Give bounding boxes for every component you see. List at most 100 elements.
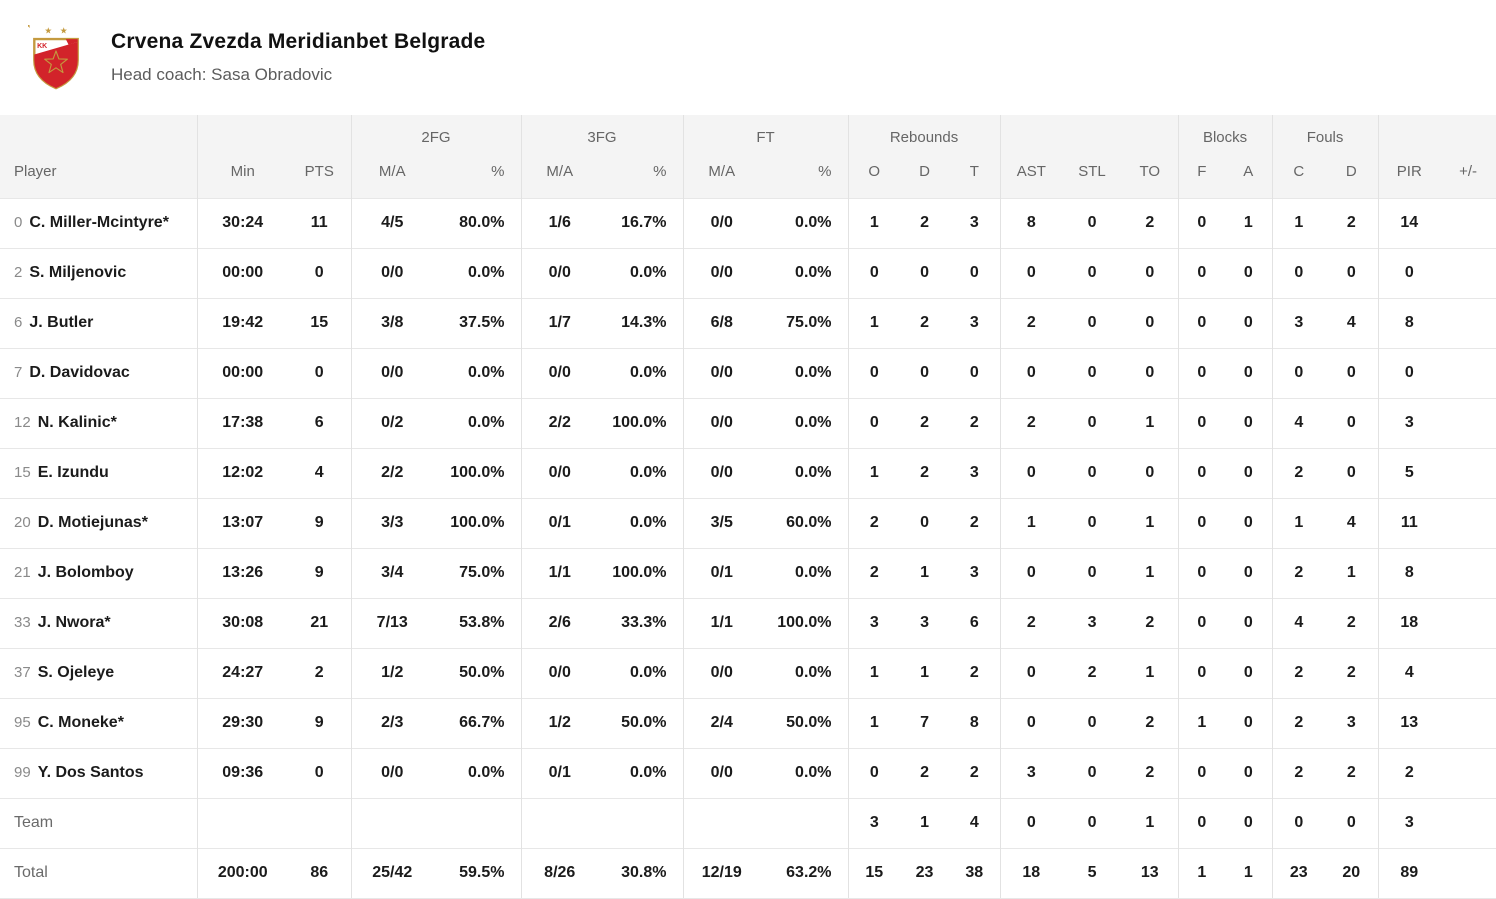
- col-header-min: Min: [196, 152, 288, 198]
- stat-cell: [288, 797, 351, 848]
- stat-cell: 29:30: [196, 697, 288, 748]
- stat-cell: 1: [999, 497, 1063, 548]
- player-cell: 2 S. Miljenovic: [0, 247, 197, 298]
- stat-cell: 0.0%: [760, 347, 849, 398]
- stat-cell: 3: [949, 547, 1001, 598]
- stat-cell: 2/4: [682, 697, 760, 748]
- stat-cell: [1440, 247, 1496, 298]
- stat-cell: 0/0: [350, 347, 433, 398]
- stat-cell: 0: [847, 247, 901, 298]
- stat-cell: 0: [1177, 597, 1226, 648]
- stat-cell: 0/0: [520, 647, 598, 698]
- stat-cell: [760, 797, 849, 848]
- player-name: J. Butler: [29, 314, 94, 331]
- stat-cell: 0.0%: [598, 647, 683, 698]
- stat-cell: 18: [1377, 597, 1441, 648]
- group-header-3fg: 3FG: [520, 115, 683, 152]
- stat-cell: 0: [1225, 297, 1273, 348]
- group-header-2fg: 2FG: [350, 115, 521, 152]
- stat-cell: 0: [1062, 547, 1123, 598]
- stat-cell: 0: [949, 347, 1001, 398]
- stat-cell: 1: [900, 547, 950, 598]
- stat-cell: 13: [1122, 847, 1179, 899]
- stat-cell: 0: [1225, 247, 1273, 298]
- col-header-pct: %: [760, 152, 849, 198]
- stat-cell: 59.5%: [433, 847, 521, 899]
- stat-cell: 0/0: [520, 347, 598, 398]
- group-header-fouls: Fouls: [1271, 115, 1379, 152]
- stat-cell: [1440, 847, 1496, 899]
- stat-cell: 3/4: [350, 547, 433, 598]
- stat-cell: [1440, 547, 1496, 598]
- stat-cell: 0: [1325, 347, 1379, 398]
- col-header-player: Player: [0, 152, 197, 198]
- stat-cell: 2: [288, 647, 351, 698]
- stat-cell: 2: [949, 747, 1001, 798]
- col-header-c: C: [1271, 152, 1326, 198]
- stat-cell: 0: [1271, 797, 1326, 848]
- stat-cell: 0.0%: [433, 247, 521, 298]
- stat-cell: [598, 797, 683, 848]
- stat-cell: 2: [900, 747, 950, 798]
- stat-cell: 1: [1325, 547, 1379, 598]
- group-header-blocks: Blocks: [1177, 115, 1273, 152]
- stat-cell: 0: [1062, 397, 1123, 448]
- player-name: C. Miller-Mcintyre*: [29, 214, 169, 231]
- stat-cell: 0/0: [682, 397, 760, 448]
- stat-cell: 4: [1377, 647, 1441, 698]
- stat-cell: 0: [1177, 397, 1226, 448]
- stat-cell: 09:36: [196, 747, 288, 798]
- stat-cell: 1: [1122, 547, 1179, 598]
- stat-cell: 1: [1122, 497, 1179, 548]
- stat-cell: 0/0: [682, 197, 760, 248]
- stat-cell: 24:27: [196, 647, 288, 698]
- stat-cell: 1: [847, 447, 901, 498]
- group-header-spacer: [999, 115, 1179, 152]
- stat-cell: 0: [1062, 697, 1123, 748]
- stat-cell: 0.0%: [598, 347, 683, 398]
- player-row: 99 Y. Dos Santos 09:36 0 0/0 0.0% 0/1 0.0% 0/0 0.…: [0, 747, 1496, 798]
- stat-cell: 3/3: [350, 497, 433, 548]
- stat-cell: 7: [900, 697, 950, 748]
- svg-text:KK: KK: [37, 43, 47, 50]
- stat-cell: 0/1: [520, 497, 598, 548]
- stat-cell: [1440, 297, 1496, 348]
- stat-cell: 0: [1377, 347, 1441, 398]
- stat-cell: [1440, 497, 1496, 548]
- stat-cell: [1440, 347, 1496, 398]
- stat-cell: 0: [1225, 447, 1273, 498]
- stat-cell: 0.0%: [760, 747, 849, 798]
- stat-cell: 0: [1177, 197, 1226, 248]
- stat-cell: 0/0: [682, 347, 760, 398]
- stat-cell: 0: [1325, 447, 1379, 498]
- stat-cell: 2: [999, 597, 1063, 648]
- stat-cell: 8/26: [520, 847, 598, 899]
- stat-cell: 0: [288, 347, 351, 398]
- stat-cell: 0.0%: [433, 347, 521, 398]
- stat-cell: 23: [1271, 847, 1326, 899]
- team-header: KK Crvena Zvezda Meridianbet Belgrade He…: [0, 0, 1496, 115]
- group-header-spacer: [196, 115, 351, 152]
- stat-cell: 3: [1062, 597, 1123, 648]
- col-header-o: O: [847, 152, 901, 198]
- stat-cell: 16.7%: [598, 197, 683, 248]
- col-header-ast: AST: [999, 152, 1063, 198]
- stat-cell: 8: [949, 697, 1001, 748]
- player-name: C. Moneke*: [37, 714, 124, 731]
- player-name: E. Izundu: [37, 464, 109, 481]
- stat-cell: 19:42: [196, 297, 288, 348]
- stat-cell: 0: [999, 547, 1063, 598]
- player-cell: 33 J. Nwora*: [0, 597, 197, 648]
- player-cell: 6 J. Butler: [0, 297, 197, 348]
- stat-cell: 6: [288, 397, 351, 448]
- stat-cell: 0: [1177, 547, 1226, 598]
- stat-cell: 0.0%: [433, 397, 521, 448]
- col-header-d: D: [900, 152, 950, 198]
- stat-cell: 2: [900, 397, 950, 448]
- stat-cell: [1440, 597, 1496, 648]
- stat-cell: 0: [999, 247, 1063, 298]
- stat-cell: 0: [847, 397, 901, 448]
- stat-cell: 2: [1271, 697, 1326, 748]
- stat-cell: 7/13: [350, 597, 433, 648]
- stat-cell: 37.5%: [433, 297, 521, 348]
